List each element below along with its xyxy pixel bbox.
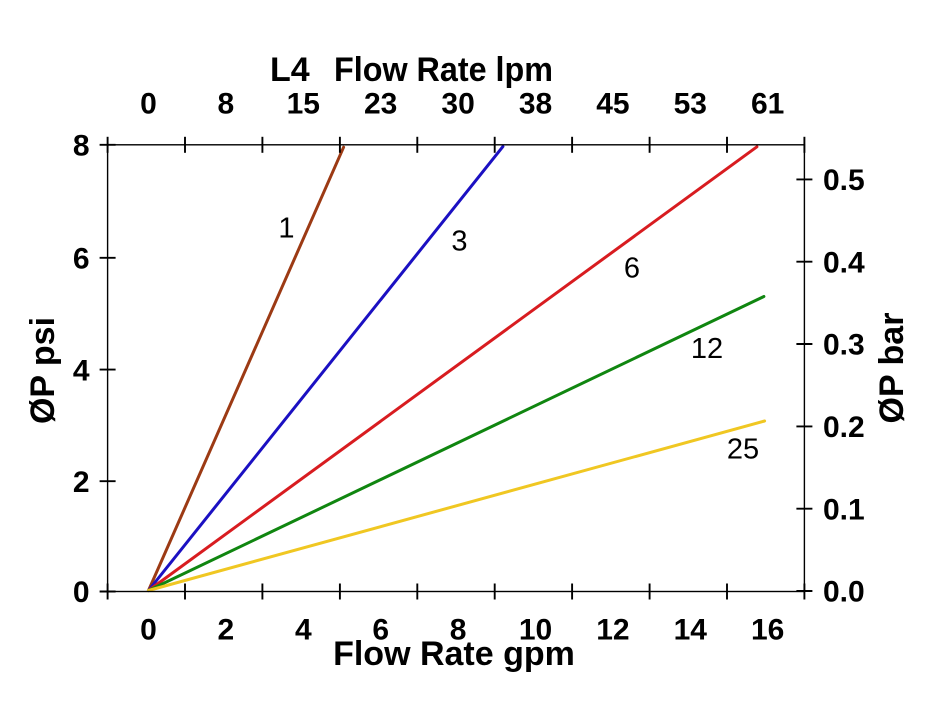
svg-text:3: 3 — [451, 226, 467, 258]
svg-text:L4: L4 — [270, 51, 310, 89]
svg-text:4: 4 — [73, 354, 90, 387]
svg-text:8: 8 — [73, 130, 90, 163]
svg-text:ØP bar: ØP bar — [873, 313, 911, 424]
svg-text:0.4: 0.4 — [823, 246, 865, 279]
svg-text:45: 45 — [596, 88, 629, 121]
svg-text:Flow Rate lpm: Flow Rate lpm — [334, 51, 553, 89]
svg-text:0: 0 — [140, 613, 157, 646]
svg-text:61: 61 — [751, 88, 784, 121]
svg-text:6: 6 — [73, 243, 90, 276]
svg-text:14: 14 — [674, 613, 708, 646]
svg-text:6: 6 — [624, 253, 640, 285]
svg-text:15: 15 — [287, 88, 320, 121]
svg-text:30: 30 — [441, 88, 474, 121]
svg-text:6: 6 — [372, 613, 389, 646]
svg-text:25: 25 — [727, 434, 759, 466]
svg-text:38: 38 — [519, 88, 552, 121]
svg-text:4: 4 — [295, 613, 312, 646]
svg-text:0.2: 0.2 — [823, 411, 865, 444]
svg-text:16: 16 — [751, 613, 784, 646]
svg-text:0.1: 0.1 — [823, 493, 865, 526]
svg-text:8: 8 — [218, 88, 235, 121]
svg-text:1: 1 — [278, 213, 294, 245]
svg-text:0.3: 0.3 — [823, 329, 865, 362]
svg-text:ØP psi: ØP psi — [24, 317, 62, 424]
svg-text:12: 12 — [691, 333, 723, 365]
svg-text:8: 8 — [450, 613, 467, 646]
svg-text:10: 10 — [519, 613, 552, 646]
svg-text:2: 2 — [218, 613, 235, 646]
svg-text:23: 23 — [364, 88, 397, 121]
svg-text:2: 2 — [73, 466, 90, 499]
svg-text:53: 53 — [674, 88, 707, 121]
svg-text:0.0: 0.0 — [823, 576, 865, 609]
svg-text:0: 0 — [140, 88, 157, 121]
svg-text:0.5: 0.5 — [823, 164, 865, 197]
svg-text:Flow Rate gpm: Flow Rate gpm — [333, 635, 575, 673]
svg-text:0: 0 — [73, 576, 90, 609]
svg-text:12: 12 — [596, 613, 629, 646]
